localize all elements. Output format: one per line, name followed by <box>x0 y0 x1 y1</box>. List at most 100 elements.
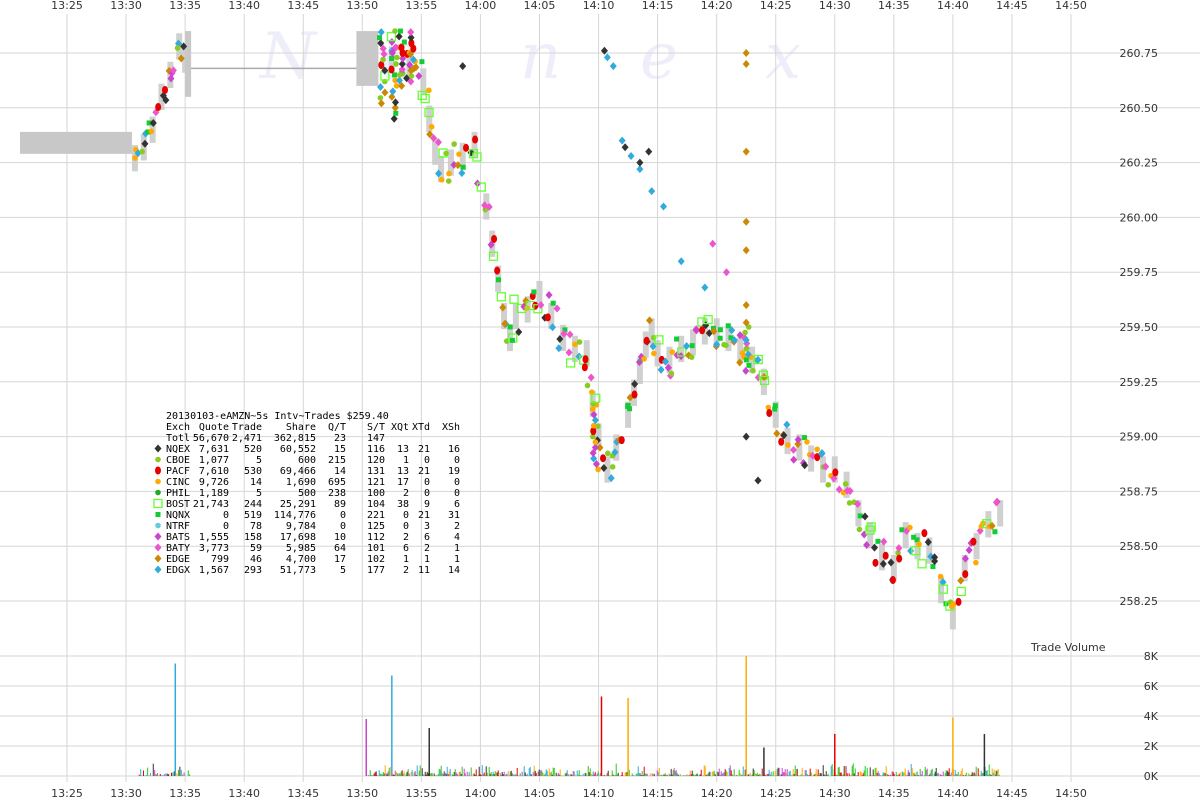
trade-point-cboe <box>396 72 403 78</box>
table-row-cell: 0 <box>223 510 229 521</box>
x-tick-label-bottom: 13:55 <box>406 787 438 800</box>
trade-point-bats <box>487 240 495 249</box>
trade-point-nqex <box>879 559 887 568</box>
table-row-cell: CBOE <box>166 455 190 466</box>
nbbo-band-segment <box>447 149 454 176</box>
trade-point-cboe <box>723 342 729 349</box>
table-total-cell: Totl <box>166 433 190 444</box>
x-tick-label-top: 14:40 <box>937 0 969 12</box>
table-row-cell: 1 <box>403 554 409 565</box>
trade-point-bost <box>917 559 927 569</box>
trade-point-nqex <box>631 380 639 389</box>
table-row-cell: 500 <box>298 488 316 499</box>
nbbo-band-segment <box>613 434 620 461</box>
trade-point-bats <box>692 326 700 335</box>
price-tick-label: 259.75 <box>1120 266 1159 279</box>
trade-point-baty <box>537 300 545 309</box>
table-row-cell: 15 <box>334 444 346 455</box>
trade-point-ntrf <box>155 522 161 529</box>
trade-point-nqnx <box>509 337 515 343</box>
table-total-cell: 2,471 <box>232 433 262 444</box>
trade-point-baty <box>434 138 442 147</box>
trade-point-baty <box>154 543 162 552</box>
trade-point-edgx <box>742 336 750 345</box>
trade-point-cinc <box>428 124 435 130</box>
table-row-cell: 2 <box>403 565 409 576</box>
trade-point-baty <box>566 330 574 339</box>
nbbo-band-segment <box>604 456 611 483</box>
trade-point-cboe <box>605 450 611 457</box>
trade-point-edge <box>522 296 530 305</box>
trade-point-edge <box>742 301 750 310</box>
x-tick-label-bottom: 14:15 <box>642 787 674 800</box>
trade-point-bost <box>417 90 427 101</box>
nbbo-band-segment <box>140 134 147 161</box>
trade-point-nqnx <box>746 362 752 368</box>
trade-point-bats <box>592 460 600 468</box>
trade-point-edge <box>499 303 507 312</box>
trade-point-edge <box>710 327 718 336</box>
trade-point-nqnx <box>802 435 808 441</box>
x-tick-label-bottom: 14:35 <box>878 787 910 800</box>
trade-point-edgx <box>713 340 721 349</box>
x-tick-label-bottom: 14:45 <box>996 787 1028 800</box>
table-row-cell: 31 <box>448 510 460 521</box>
nbbo-band-segment <box>583 340 590 367</box>
trade-point-cboe <box>825 482 832 488</box>
x-tick-label-top: 13:55 <box>406 0 438 12</box>
trade-point-cinc <box>438 176 445 183</box>
trade-point-pacf <box>494 266 501 275</box>
trade-point-nqex <box>621 143 629 152</box>
trade-point-bost <box>591 393 601 403</box>
trade-point-nqex <box>600 46 608 55</box>
table-row-cell: 600 <box>298 455 316 466</box>
trade-point-edgx <box>607 474 615 483</box>
trade-point-nqex <box>887 558 895 567</box>
trade-point-edge <box>154 554 162 563</box>
table-row-cell: 125 <box>367 521 385 532</box>
trade-point-cboe <box>377 95 384 101</box>
trade-point-nqnx <box>460 164 466 170</box>
trade-point-edge <box>742 49 750 57</box>
table-row-cell: 102 <box>367 554 385 565</box>
table-row-cell: 60,552 <box>280 444 316 455</box>
table-row-cell: 0 <box>454 477 460 488</box>
table-row-cell: 1 <box>424 554 430 565</box>
trade-point-cinc <box>916 541 922 548</box>
trade-point-edge <box>377 99 385 108</box>
trade-point-baty <box>565 348 573 357</box>
nbbo-band-segment <box>167 61 174 89</box>
trade-point-nqex <box>459 62 467 71</box>
x-tick-label-bottom: 14:20 <box>701 787 733 800</box>
table-row-cell: 0 <box>454 455 460 466</box>
price-tick-label: 259.25 <box>1120 376 1159 389</box>
trade-point-cboe <box>609 464 616 470</box>
table-header-cell: Q/T <box>328 422 346 433</box>
trade-point-edge <box>426 130 434 139</box>
table-row-cell: 238 <box>328 488 346 499</box>
trade-point-nqex <box>515 327 523 336</box>
trade-point-nqnx <box>914 537 920 543</box>
trade-point-edge <box>742 59 750 68</box>
nbbo-band-segment <box>182 46 189 73</box>
table-row-cell: 520 <box>244 444 262 455</box>
trade-point-nqnx <box>911 534 917 540</box>
trade-point-cinc <box>937 573 944 580</box>
trade-point-pacf <box>872 558 879 567</box>
table-row-cell: 9,784 <box>286 521 316 532</box>
trade-point-baty <box>407 77 415 86</box>
trade-point-nqex <box>149 119 157 128</box>
table-row-cell: 5,985 <box>286 543 316 554</box>
trade-point-edgx <box>660 202 668 211</box>
trade-point-bost <box>153 498 163 509</box>
trade-point-cinc <box>595 466 601 473</box>
x-tick-label-top: 14:25 <box>760 0 792 12</box>
trade-point-bats <box>664 363 672 372</box>
trade-point-nqnx <box>507 324 513 330</box>
trade-point-bats <box>450 160 458 169</box>
trade-point-pacf <box>408 39 415 48</box>
trade-point-cinc <box>592 439 599 445</box>
trade-point-bost <box>703 315 713 325</box>
table-row-cell: 38 <box>397 499 409 510</box>
trade-point-bost <box>654 335 664 345</box>
